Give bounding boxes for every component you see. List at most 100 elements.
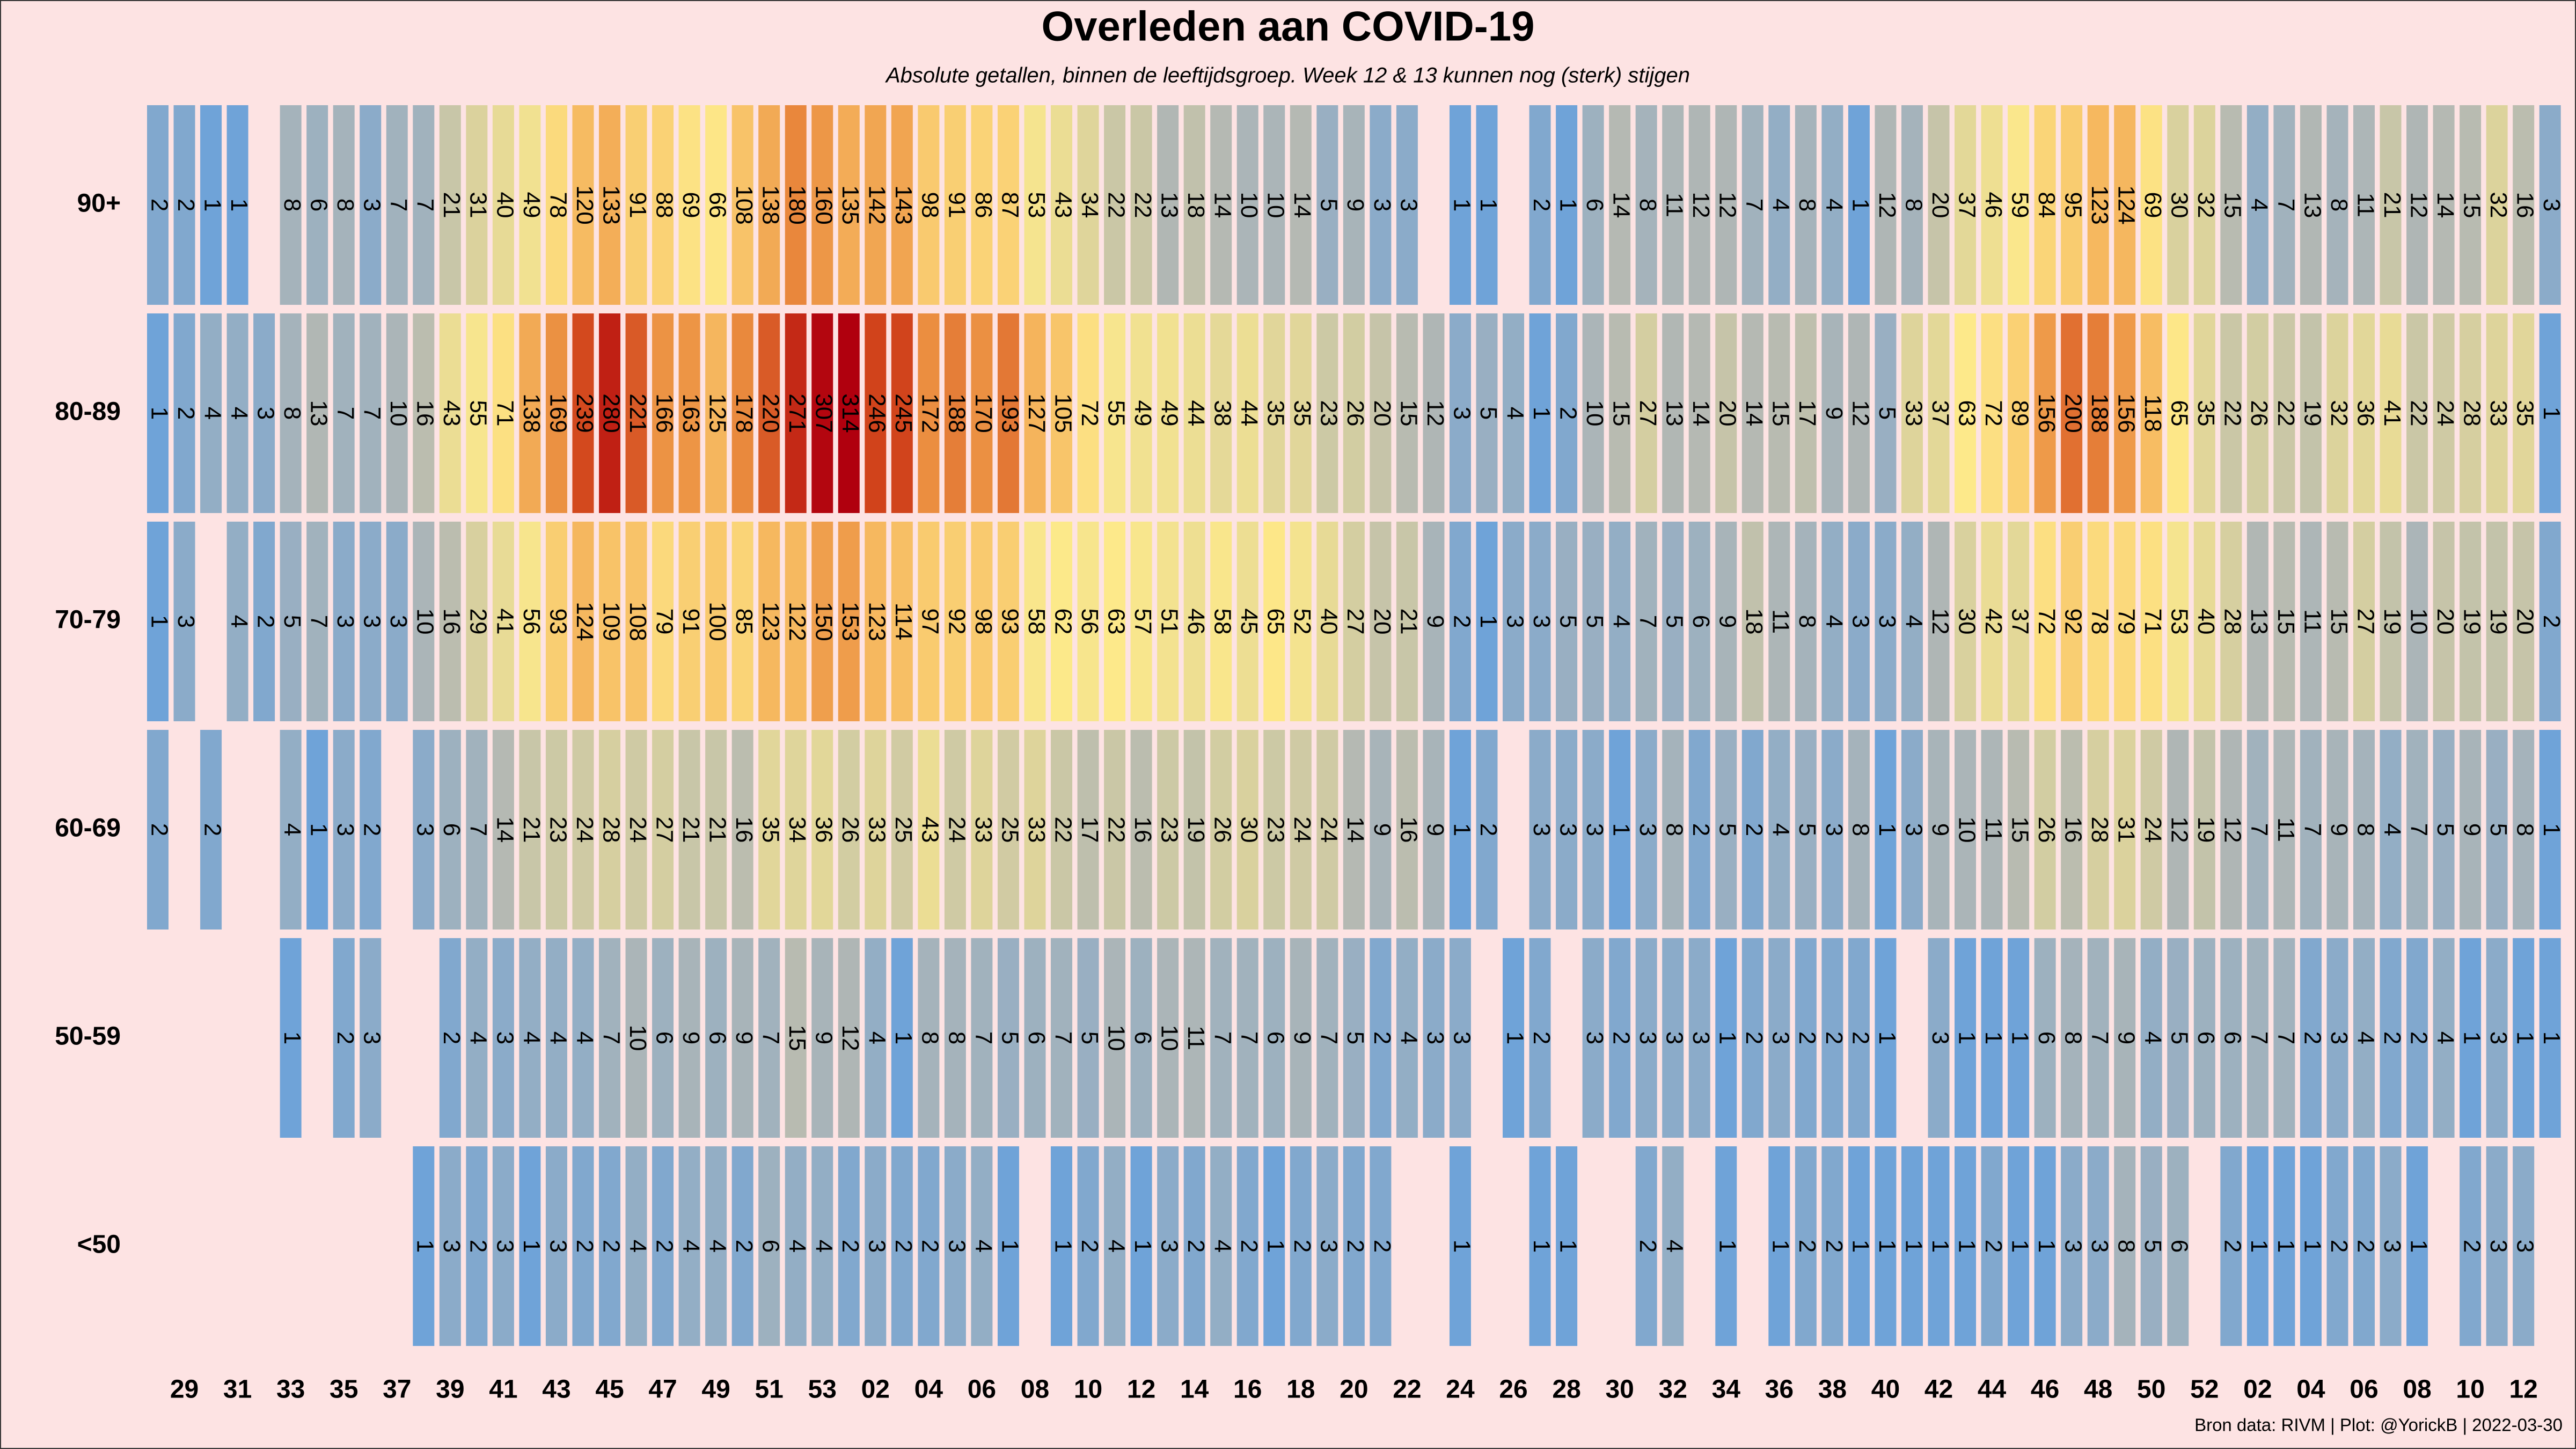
cell-label: 24	[2432, 400, 2458, 427]
cell-label: 2	[1741, 1031, 1767, 1044]
cell	[1635, 938, 1657, 1138]
cell	[1901, 730, 1923, 930]
cell-label: 49	[518, 192, 545, 218]
cell	[2220, 730, 2242, 930]
cell-label: 2	[598, 1240, 624, 1253]
cell	[2273, 105, 2295, 305]
cell	[2140, 522, 2162, 721]
cell-label: 7	[332, 407, 358, 420]
cell-label: 9	[1289, 1031, 1315, 1044]
cell	[1236, 1146, 1258, 1346]
cell	[2008, 313, 2030, 513]
cell-label: 12	[837, 1025, 863, 1051]
cell	[652, 105, 674, 305]
cell-label: 10	[1157, 1025, 1183, 1051]
cell	[333, 730, 355, 930]
cell	[1210, 1146, 1232, 1346]
cell-label: 1	[1475, 199, 1502, 211]
cell	[1343, 1146, 1365, 1346]
cell	[2539, 313, 2561, 513]
cell	[2034, 522, 2056, 721]
cell-label: 1	[2299, 1240, 2325, 1253]
cell-label: 14	[1608, 192, 1635, 218]
x-tick-label: 22	[1393, 1375, 1421, 1404]
cell-label: 3	[1847, 615, 1874, 628]
cell	[1396, 938, 1418, 1138]
cell-label: 4	[518, 1031, 545, 1044]
cell-label: 3	[1662, 1031, 1688, 1044]
cell-label: 18	[1183, 192, 1209, 218]
cell	[1104, 105, 1126, 305]
cell	[1157, 1146, 1179, 1346]
cell	[2300, 938, 2322, 1138]
cell-label: 7	[412, 199, 438, 211]
cell-label: 108	[625, 602, 651, 641]
cell-label: 92	[943, 609, 970, 635]
cell	[891, 313, 913, 513]
cell-label: 20	[2432, 609, 2458, 635]
x-tick-label: 50	[2137, 1375, 2165, 1404]
cell-label: 3	[1316, 1240, 1342, 1253]
cell	[1210, 522, 1232, 721]
cell	[2460, 938, 2482, 1138]
cell-label: 239	[572, 393, 598, 433]
cell	[466, 522, 488, 721]
cell-label: 2	[332, 1031, 358, 1044]
cell	[2140, 730, 2162, 930]
cell-label: 22	[1103, 817, 1129, 843]
cell-label: 15	[784, 1025, 810, 1051]
cell	[1316, 938, 1338, 1138]
cell	[2353, 938, 2375, 1138]
cell	[2300, 105, 2322, 305]
cell-label: 7	[2246, 823, 2272, 836]
cell	[1370, 105, 1392, 305]
cell	[2273, 730, 2295, 930]
cell	[2167, 313, 2189, 513]
cell-label: 4	[811, 1240, 837, 1253]
cell	[865, 313, 887, 513]
cell	[1263, 730, 1285, 930]
cell	[2220, 1146, 2242, 1346]
cell-label: 3	[1927, 1031, 1953, 1044]
cell	[1821, 105, 1843, 305]
cell-label: 1	[1475, 615, 1502, 628]
cell-label: 12	[1847, 400, 1874, 427]
cell	[1715, 730, 1737, 930]
cell	[1210, 938, 1232, 1138]
cell	[865, 730, 887, 930]
cell-label: 2	[359, 823, 385, 836]
cell	[2246, 313, 2268, 513]
cell-label: 12	[2167, 817, 2193, 843]
cell-label: 3	[2060, 1240, 2087, 1253]
cell-label: 2	[146, 823, 172, 836]
cell	[1955, 1146, 1977, 1346]
cell	[1051, 522, 1073, 721]
cell-label: 22	[2220, 400, 2246, 427]
cell	[1609, 313, 1631, 513]
cell	[2486, 105, 2508, 305]
cell	[1529, 522, 1551, 721]
cell	[253, 313, 275, 513]
cell	[865, 938, 887, 1138]
cell	[2380, 1146, 2402, 1346]
cell	[1582, 938, 1604, 1138]
cell-label: 105	[1050, 393, 1076, 433]
cell	[891, 938, 913, 1138]
cell	[280, 730, 302, 930]
cell	[2326, 313, 2348, 513]
cell-label: 33	[970, 817, 997, 843]
cell	[652, 522, 674, 721]
cell	[333, 313, 355, 513]
cell-label: 2	[2458, 1240, 2485, 1253]
cell-label: 30	[2167, 192, 2193, 218]
cell-label: 133	[598, 185, 624, 224]
cell	[2486, 938, 2508, 1138]
cell-label: 4	[625, 1240, 651, 1253]
cell	[2273, 1146, 2295, 1346]
cell	[1077, 1146, 1099, 1346]
cell-label: 14	[1688, 400, 1714, 427]
cell	[1662, 313, 1684, 513]
cell-label: 9	[2458, 823, 2485, 836]
cell	[466, 1146, 488, 1346]
cell-label: 15	[2273, 609, 2299, 635]
